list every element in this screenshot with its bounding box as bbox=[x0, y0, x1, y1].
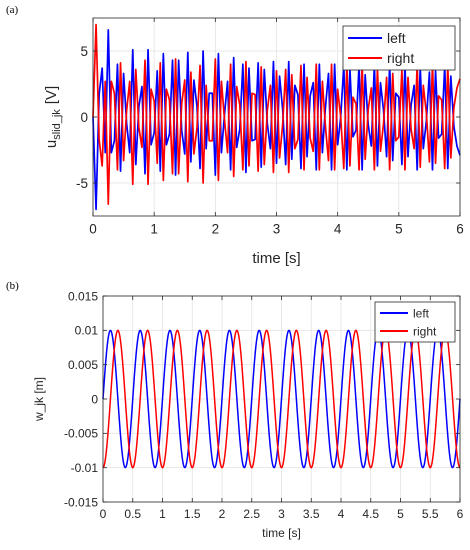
x-tick-label: 1 bbox=[150, 222, 158, 237]
y-axis-label-subscript: slid_jk bbox=[51, 109, 63, 140]
y-axis-label-main: u bbox=[43, 140, 60, 148]
x-tick-label: 5 bbox=[395, 222, 403, 237]
y-tick-label: 0.005 bbox=[68, 358, 98, 372]
y-tick-label: -0.01 bbox=[71, 461, 99, 475]
legend-label-right: right bbox=[413, 324, 437, 338]
y-tick-label: -0.015 bbox=[64, 495, 98, 509]
x-tick-label: 0 bbox=[100, 507, 107, 521]
y-tick-label: 0.01 bbox=[75, 324, 99, 338]
y-tick-label: 0 bbox=[91, 392, 98, 406]
y-axis-label: uslid_jk [V] bbox=[43, 86, 63, 148]
x-tick-label: 0 bbox=[89, 222, 97, 237]
y-tick-label: -5 bbox=[76, 176, 88, 191]
x-axis-label: time [s] bbox=[252, 250, 300, 267]
y-tick-label: 5 bbox=[80, 44, 88, 59]
series-line-right bbox=[92, 23, 461, 205]
legend-box bbox=[342, 25, 456, 71]
x-tick-label: 3.5 bbox=[303, 507, 320, 521]
panel-a-tag: (a) bbox=[6, 4, 19, 16]
y-axis-label: w_jk [m] bbox=[32, 377, 46, 422]
x-tick-label: 1.5 bbox=[184, 507, 201, 521]
series-line-left bbox=[92, 29, 461, 211]
chart-a: 0 1 2 3 4 5 6 -5 0 5 time [s] left right uslid_jk [V] bbox=[43, 17, 464, 267]
x-tick-label: 5 bbox=[397, 507, 404, 521]
x-tick-label: 2.5 bbox=[243, 507, 260, 521]
x-tick-label: 4.5 bbox=[362, 507, 379, 521]
x-tick-label: 1 bbox=[159, 507, 166, 521]
legend-label-left: left bbox=[413, 306, 430, 320]
chart-b: 0 0.5 1 1.5 2 2.5 3 3.5 4 4.5 5 5.5 6 -0.015 -0.01 -0.0… bbox=[32, 289, 464, 540]
legend-label-right: right bbox=[387, 50, 414, 66]
legend-box bbox=[374, 301, 456, 343]
x-tick-label: 3 bbox=[278, 507, 285, 521]
x-tick-label: 3 bbox=[273, 222, 281, 237]
y-tick-label: 0 bbox=[80, 110, 88, 125]
panel-b-tag: (b) bbox=[6, 280, 19, 292]
x-tick-label: 4 bbox=[338, 507, 345, 521]
x-tick-label: 6 bbox=[457, 507, 464, 521]
x-tick-label: 5.5 bbox=[422, 507, 439, 521]
x-tick-label: 6 bbox=[456, 222, 464, 237]
x-tick-label: 0.5 bbox=[124, 507, 141, 521]
series-line-left bbox=[102, 329, 461, 469]
legend-label-left: left bbox=[387, 30, 406, 46]
y-tick-label: -0.005 bbox=[64, 427, 98, 441]
x-tick-label: 2 bbox=[219, 507, 226, 521]
x-axis-label: time [s] bbox=[262, 526, 301, 540]
x-tick-label: 4 bbox=[334, 222, 342, 237]
y-axis-label-unit: [V] bbox=[43, 86, 60, 104]
y-tick-label: 0.015 bbox=[68, 289, 98, 303]
series-line-right bbox=[102, 329, 461, 469]
x-tick-label: 2 bbox=[212, 222, 220, 237]
